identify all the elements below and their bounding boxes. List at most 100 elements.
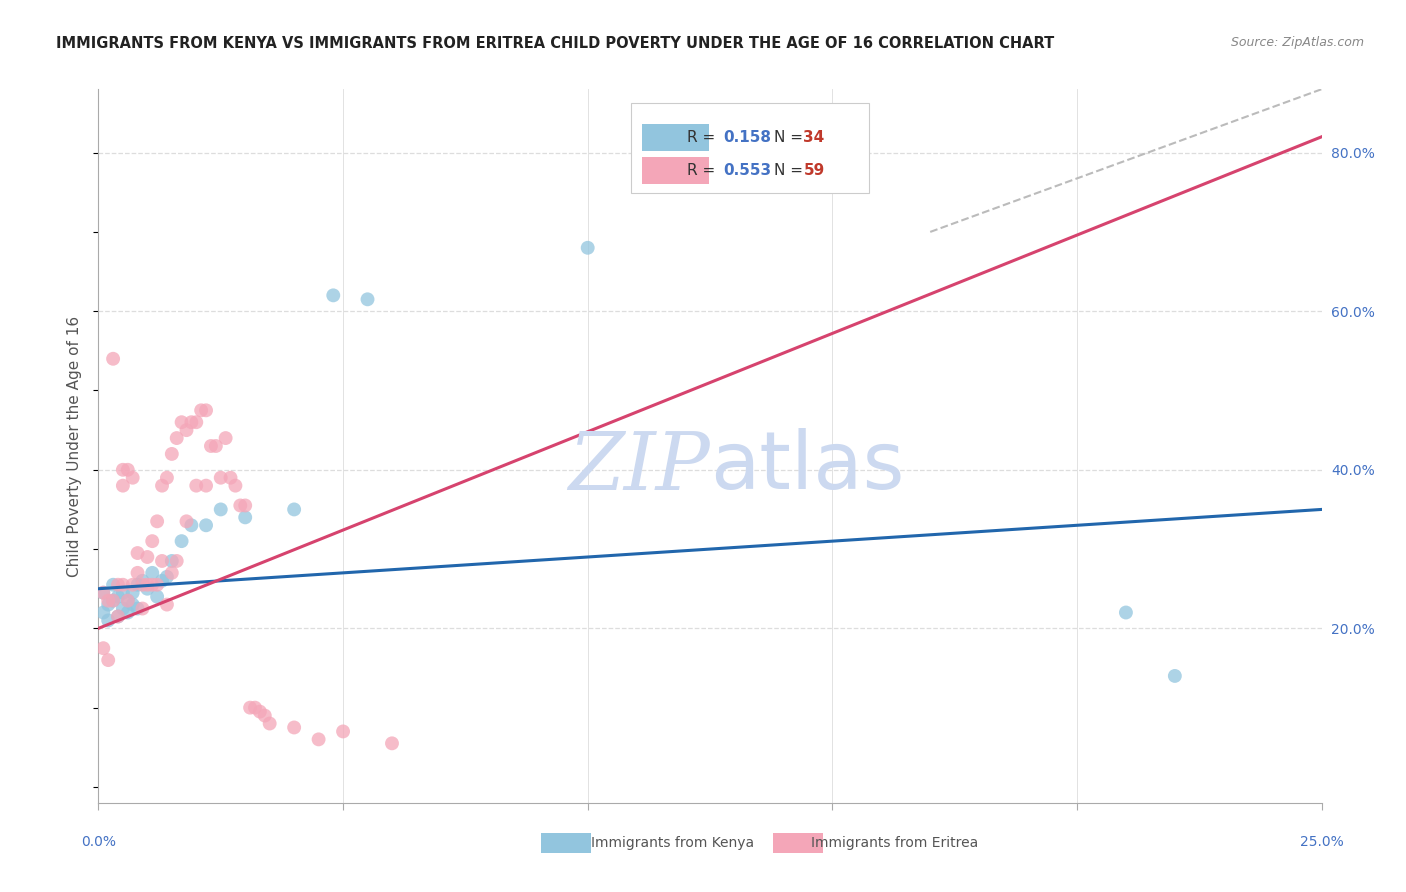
Point [150, 478, 173, 492]
Point [156, 598, 179, 612]
Point [131, 601, 153, 615]
Point [101, 593, 124, 607]
Point [381, 736, 404, 750]
Point [121, 578, 143, 592]
Point [166, 431, 188, 445]
Point [91, 585, 114, 599]
Point [1164, 669, 1187, 683]
Point [121, 585, 143, 599]
Point [146, 590, 169, 604]
Point [117, 593, 139, 607]
Text: ZIP: ZIP [568, 429, 710, 506]
Point [111, 601, 134, 615]
Point [97, 598, 120, 612]
Point [107, 578, 129, 592]
Point [243, 700, 266, 714]
Point [111, 463, 134, 477]
Point [195, 403, 218, 417]
Point [205, 439, 228, 453]
Point [160, 566, 183, 580]
Text: R =: R = [686, 163, 720, 178]
Point [141, 534, 163, 549]
Point [101, 351, 124, 366]
Point [209, 502, 232, 516]
Text: Source: ZipAtlas.com: Source: ZipAtlas.com [1230, 36, 1364, 49]
Point [156, 471, 179, 485]
Point [283, 502, 305, 516]
Point [121, 471, 143, 485]
Point [146, 578, 169, 592]
Text: 0.553: 0.553 [723, 163, 772, 178]
Point [97, 593, 120, 607]
Point [190, 403, 212, 417]
Point [146, 514, 169, 528]
Point [332, 724, 354, 739]
Point [186, 415, 208, 429]
Point [200, 439, 222, 453]
Point [214, 431, 236, 445]
Text: N =: N = [773, 163, 808, 178]
Point [176, 423, 198, 437]
Point [150, 574, 173, 588]
Point [356, 293, 378, 307]
Text: 0.158: 0.158 [723, 130, 772, 145]
Text: R =: R = [686, 130, 720, 145]
Point [131, 574, 153, 588]
Text: 0.0%: 0.0% [82, 835, 115, 849]
Point [111, 585, 134, 599]
Text: Immigrants from Eritrea: Immigrants from Eritrea [811, 836, 979, 850]
Text: atlas: atlas [710, 428, 904, 507]
Point [180, 518, 202, 533]
Point [107, 590, 129, 604]
Point [101, 593, 124, 607]
Point [111, 478, 134, 492]
Point [219, 471, 242, 485]
Point [127, 566, 149, 580]
Point [136, 549, 159, 564]
Point [127, 546, 149, 560]
Point [156, 570, 179, 584]
Point [101, 578, 124, 592]
Point [127, 578, 149, 592]
Point [127, 601, 149, 615]
Point [209, 471, 232, 485]
Point [308, 732, 330, 747]
Point [253, 708, 276, 723]
Point [186, 478, 208, 492]
Point [229, 499, 252, 513]
Text: Immigrants from Kenya: Immigrants from Kenya [591, 836, 754, 850]
Point [97, 614, 120, 628]
Point [239, 700, 262, 714]
Point [249, 705, 271, 719]
Point [91, 641, 114, 656]
Point [131, 578, 153, 592]
Point [166, 554, 188, 568]
Y-axis label: Child Poverty Under the Age of 16: Child Poverty Under the Age of 16 [67, 316, 83, 576]
Point [160, 447, 183, 461]
Point [121, 598, 143, 612]
Point [150, 554, 173, 568]
Point [107, 609, 129, 624]
Point [117, 606, 139, 620]
Point [233, 499, 256, 513]
Point [117, 463, 139, 477]
Point [259, 716, 281, 731]
Point [97, 653, 120, 667]
Point [91, 585, 114, 599]
Point [111, 578, 134, 592]
Point [141, 566, 163, 580]
Point [195, 518, 218, 533]
Point [176, 514, 198, 528]
Point [136, 578, 159, 592]
Text: N =: N = [773, 130, 808, 145]
Text: IMMIGRANTS FROM KENYA VS IMMIGRANTS FROM ERITREA CHILD POVERTY UNDER THE AGE OF : IMMIGRANTS FROM KENYA VS IMMIGRANTS FROM… [56, 36, 1054, 51]
Point [136, 582, 159, 596]
Point [1115, 606, 1137, 620]
Point [117, 593, 139, 607]
Point [170, 534, 193, 549]
Point [91, 606, 114, 620]
Text: 34: 34 [803, 130, 825, 145]
Text: 59: 59 [803, 163, 825, 178]
Point [170, 415, 193, 429]
Point [224, 478, 246, 492]
